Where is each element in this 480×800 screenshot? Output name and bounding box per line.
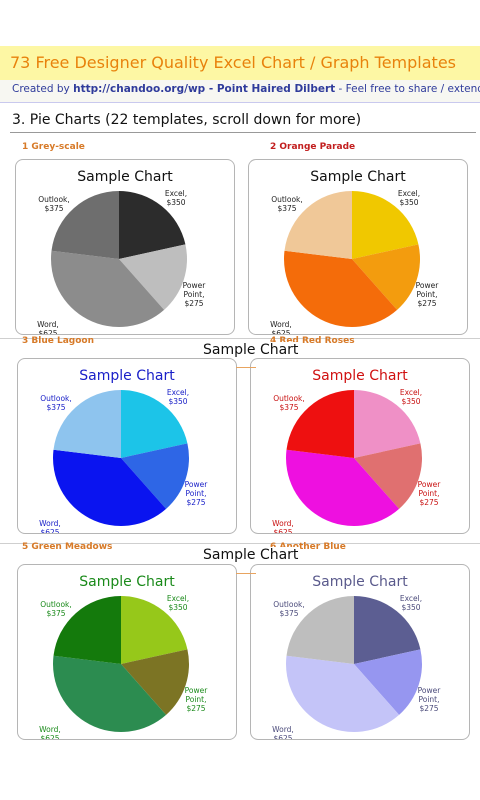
page-title: 73 Free Designer Quality Excel Chart / G… <box>10 53 456 72</box>
slice-label-outlook: Outlook, $375 <box>40 600 72 618</box>
overlay-accent-line <box>236 367 256 368</box>
pie-slice-power-point <box>121 443 190 509</box>
slice-label-outlook: Outlook, $375 <box>40 394 72 412</box>
slice-label-power-point: Power Point, $275 <box>416 281 440 308</box>
pie-slice-outlook <box>286 596 354 664</box>
overlay-chart-title-1: Sample Chart <box>201 342 301 358</box>
slice-label-outlook: Outlook, $375 <box>38 195 70 213</box>
slice-label-excel: Excel, $350 <box>165 189 187 207</box>
slice-label-excel: Excel, $350 <box>398 189 420 207</box>
chart-card-red-red-roses[interactable]: Sample Chart Excel, $350 Power Point, $275 Wor… <box>250 358 470 534</box>
overlay-accent-line <box>236 573 256 574</box>
chart-title: Sample Chart <box>77 169 173 185</box>
pie-slice-word <box>51 250 165 327</box>
slice-label-word: Word, $625 <box>270 320 292 334</box>
slice-label-excel: Excel, $350 <box>167 388 189 406</box>
chart-title: Sample Chart <box>312 574 408 590</box>
pie-slice-outlook <box>53 390 121 458</box>
pie-chart: Sample Chart Excel, $350 Power Point, $275 Wor… <box>39 368 209 533</box>
pie-slice-outlook <box>286 390 354 458</box>
slice-label-outlook: Outlook, $375 <box>273 600 305 618</box>
chart-title: Sample Chart <box>79 574 175 590</box>
slice-label-word: Word, $625 <box>272 519 294 533</box>
pie-slice-excel <box>352 191 419 259</box>
slice-label-power-point: Power Point, $275 <box>185 686 209 713</box>
template-label-6[interactable]: 6 Another Blue <box>270 542 346 552</box>
section-divider <box>10 132 476 133</box>
pie-slice-excel <box>119 191 186 259</box>
pie-slice-excel <box>354 596 421 664</box>
chart-card-blue-lagoon[interactable]: Sample Chart Excel, $350 Power Point, $275 Wor… <box>17 358 237 534</box>
credit-suffix: - Feel free to share / extend / m <box>338 83 480 95</box>
chart-title: Sample Chart <box>312 368 408 384</box>
pie-slice-excel <box>354 390 421 458</box>
row-divider-2 <box>0 543 480 544</box>
credit-prefix: Created by <box>12 83 74 95</box>
pie-slice-power-point <box>354 649 423 715</box>
credit-author: - Point Haired Dilbert <box>205 83 336 95</box>
pie-slice-word <box>286 655 400 732</box>
pie-slice-outlook <box>51 191 119 259</box>
slice-label-power-point: Power Point, $275 <box>418 480 442 507</box>
slice-label-excel: Excel, $350 <box>167 594 189 612</box>
section-title: 3. Pie Charts (22 templates, scroll down… <box>12 112 362 128</box>
chart-title: Sample Chart <box>310 169 406 185</box>
slice-label-outlook: Outlook, $375 <box>271 195 303 213</box>
pie-chart: Sample Chart Excel, $350 Power Point, $275 Wor… <box>39 574 209 739</box>
pie-chart: Sample Chart Excel, $350 Power Point, $275 Wor… <box>272 574 442 739</box>
slice-label-power-point: Power Point, $275 <box>418 686 442 713</box>
pie-slice-word <box>286 449 400 526</box>
credit-url-link[interactable]: http://chandoo.org/wp <box>73 83 206 95</box>
pie-slice-word <box>53 655 167 732</box>
credit-bar: Created by http://chandoo.org/wp - Point… <box>0 80 480 103</box>
chart-card-another-blue[interactable]: Sample Chart Excel, $350 Power Point, $275 Wor… <box>250 564 470 740</box>
header-bar: 73 Free Designer Quality Excel Chart / G… <box>0 46 480 80</box>
pie-slice-outlook <box>53 596 121 664</box>
credit-line: Created by http://chandoo.org/wp - Point… <box>12 83 480 95</box>
template-label-3[interactable]: 3 Blue Lagoon <box>22 336 95 346</box>
chart-card-green-meadows[interactable]: Sample Chart Excel, $350 Power Point, $275 Wor… <box>17 564 237 740</box>
slice-label-word: Word, $625 <box>37 320 59 334</box>
pie-chart: Sample Chart Excel, $350 Power Point, $275 Wor… <box>270 169 440 334</box>
pie-chart: Sample Chart Excel, $350 Power Point, $275 Wor… <box>272 368 442 533</box>
chart-title: Sample Chart <box>79 368 175 384</box>
pie-slice-power-point <box>119 244 188 310</box>
overlay-chart-title-2: Sample Chart <box>201 547 301 563</box>
pie-slice-power-point <box>354 443 423 509</box>
slice-label-power-point: Power Point, $275 <box>183 281 207 308</box>
template-label-4[interactable]: 4 Red Red Roses <box>270 336 355 346</box>
slice-label-excel: Excel, $350 <box>400 594 422 612</box>
pie-slice-power-point <box>352 244 421 310</box>
pie-slice-outlook <box>284 191 352 259</box>
pie-slice-word <box>284 250 398 327</box>
slice-label-word: Word, $625 <box>39 725 61 739</box>
chart-card-grey-scale[interactable]: Sample Chart Excel, $350 Power Point, $275 Wor… <box>15 159 235 335</box>
slice-label-word: Word, $625 <box>272 725 294 739</box>
row-divider-1 <box>0 338 480 339</box>
slice-label-word: Word, $625 <box>39 519 61 533</box>
template-label-1[interactable]: 1 Grey-scale <box>22 142 85 152</box>
slice-label-excel: Excel, $350 <box>400 388 422 406</box>
template-label-2[interactable]: 2 Orange Parade <box>270 142 356 152</box>
pie-slice-excel <box>121 596 188 664</box>
pie-chart: Sample Chart Excel, $350 Power Point, $275 Wor… <box>37 169 207 334</box>
pie-slice-excel <box>121 390 188 458</box>
chart-card-orange-parade[interactable]: Sample Chart Excel, $350 Power Point, $275 Wor… <box>248 159 468 335</box>
template-label-5[interactable]: 5 Green Meadows <box>22 542 113 552</box>
slice-label-power-point: Power Point, $275 <box>185 480 209 507</box>
pie-slice-word <box>53 449 167 526</box>
pie-slice-power-point <box>121 649 190 715</box>
slice-label-outlook: Outlook, $375 <box>273 394 305 412</box>
